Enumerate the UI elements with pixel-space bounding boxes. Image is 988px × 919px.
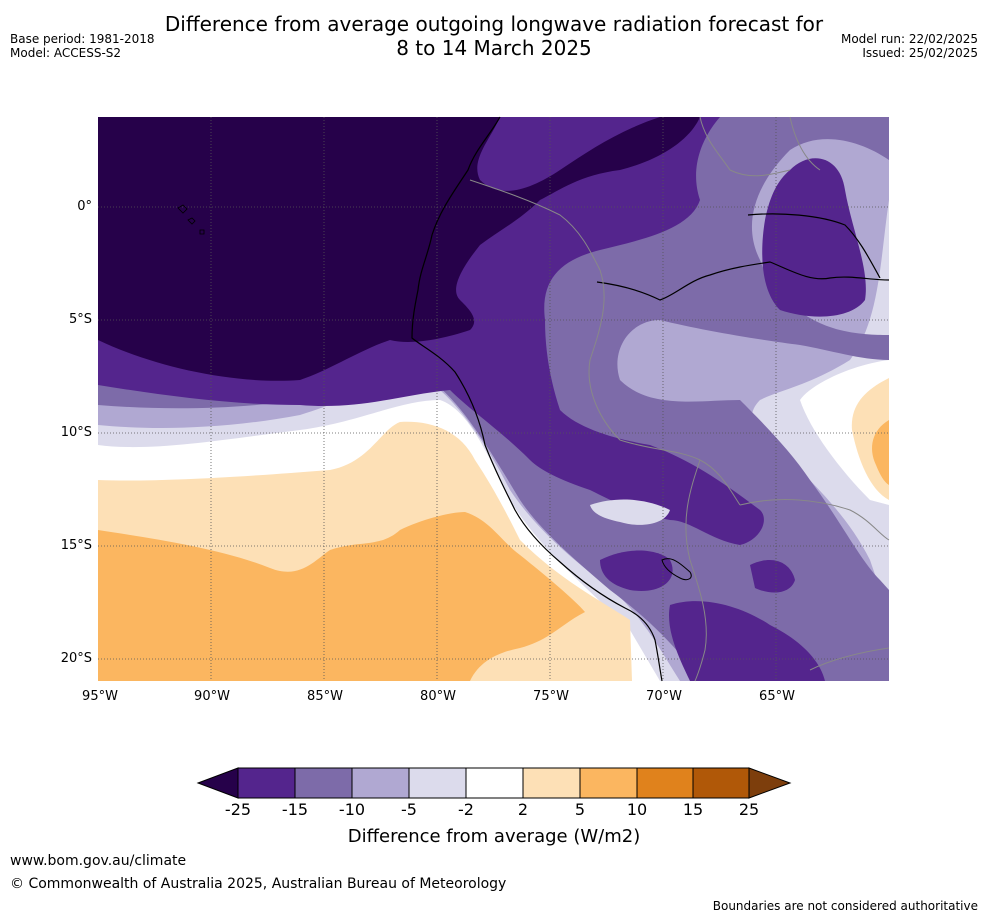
lat-tick-label: 15°S [60, 538, 92, 553]
colorbar-label: 10 [626, 800, 648, 819]
colorbar-low-extend [196, 767, 239, 799]
river [596, 261, 890, 301]
colorbar-bin [637, 768, 693, 798]
country-borders [469, 116, 890, 682]
colorbar-label: -15 [281, 800, 309, 819]
contour-neg-mid-15 [600, 550, 673, 591]
contour-neg-25 [98, 117, 700, 381]
contour-neg-south-15 [669, 601, 825, 681]
lon-tick-label: 75°W [533, 689, 569, 704]
coastline [411, 116, 663, 682]
anomaly-field [98, 117, 889, 681]
lon-tick-label: 80°W [420, 689, 456, 704]
lake [661, 558, 692, 581]
title-line-2: 8 to 14 March 2025 [396, 36, 592, 60]
header-right-info: Model run: 22/02/2025 Issued: 25/02/2025 [841, 32, 978, 60]
lon-tick-label: 85°W [307, 689, 343, 704]
lon-tick-label: 90°W [194, 689, 230, 704]
colorbar-bin [409, 768, 466, 798]
colorbar-bin [466, 768, 523, 798]
lat-tick-label: 5°S [68, 312, 92, 327]
colorbar-bin [693, 768, 749, 798]
colorbar-bin [580, 768, 637, 798]
colorbar-label: -2 [458, 800, 474, 819]
colorbar-label: 5 [574, 800, 586, 819]
colorbar-label: -10 [338, 800, 366, 819]
colorbar-outline [237, 767, 750, 799]
river-north [747, 213, 881, 279]
colorbar-bin [295, 768, 352, 798]
contour-neg-5b [590, 499, 670, 525]
islands [177, 204, 205, 235]
issued-date: Issued: 25/02/2025 [862, 46, 978, 60]
gridlines [98, 117, 889, 681]
disclaimer: Boundaries are not considered authoritat… [712, 899, 978, 913]
lat-tick-label: 10°S [60, 425, 92, 440]
colorbar-bin [238, 768, 295, 798]
colorbar-label: -25 [224, 800, 252, 819]
base-period: Base period: 1981-2018 [10, 32, 155, 46]
colorbar-label: 2 [517, 800, 529, 819]
colorbar-label: 15 [682, 800, 704, 819]
colorbar-label: -5 [401, 800, 417, 819]
colorbar-label: 25 [738, 800, 760, 819]
lon-tick-label: 65°W [759, 689, 795, 704]
colorbar-high-extend [748, 767, 792, 799]
contour-neg-east-15b [750, 560, 795, 593]
colorbar-title: Difference from average (W/m2) [347, 826, 641, 847]
contour-pos-10 [98, 512, 585, 681]
map-title: Difference from average outgoing longwav… [0, 12, 988, 60]
header-left-info: Base period: 1981-2018 Model: ACCESS-S2 [10, 32, 155, 60]
lat-tick-label: 0° [77, 199, 92, 214]
website-link[interactable]: www.bom.gov.au/climate [10, 853, 187, 869]
colorbar [196, 767, 792, 799]
lat-tick-label: 20°S [60, 651, 92, 666]
title-line-1: Difference from average outgoing longwav… [164, 12, 824, 36]
model-run: Model run: 22/02/2025 [840, 32, 978, 46]
model-name: Model: ACCESS-S2 [10, 46, 122, 60]
copyright: © Commonwealth of Australia 2025, Austra… [10, 876, 507, 892]
colorbar-bin [523, 768, 580, 798]
colorbar-bin [352, 768, 409, 798]
lon-tick-label: 70°W [646, 689, 682, 704]
lon-tick-label: 95°W [82, 689, 118, 704]
contour-pos-east-10 [872, 420, 889, 485]
